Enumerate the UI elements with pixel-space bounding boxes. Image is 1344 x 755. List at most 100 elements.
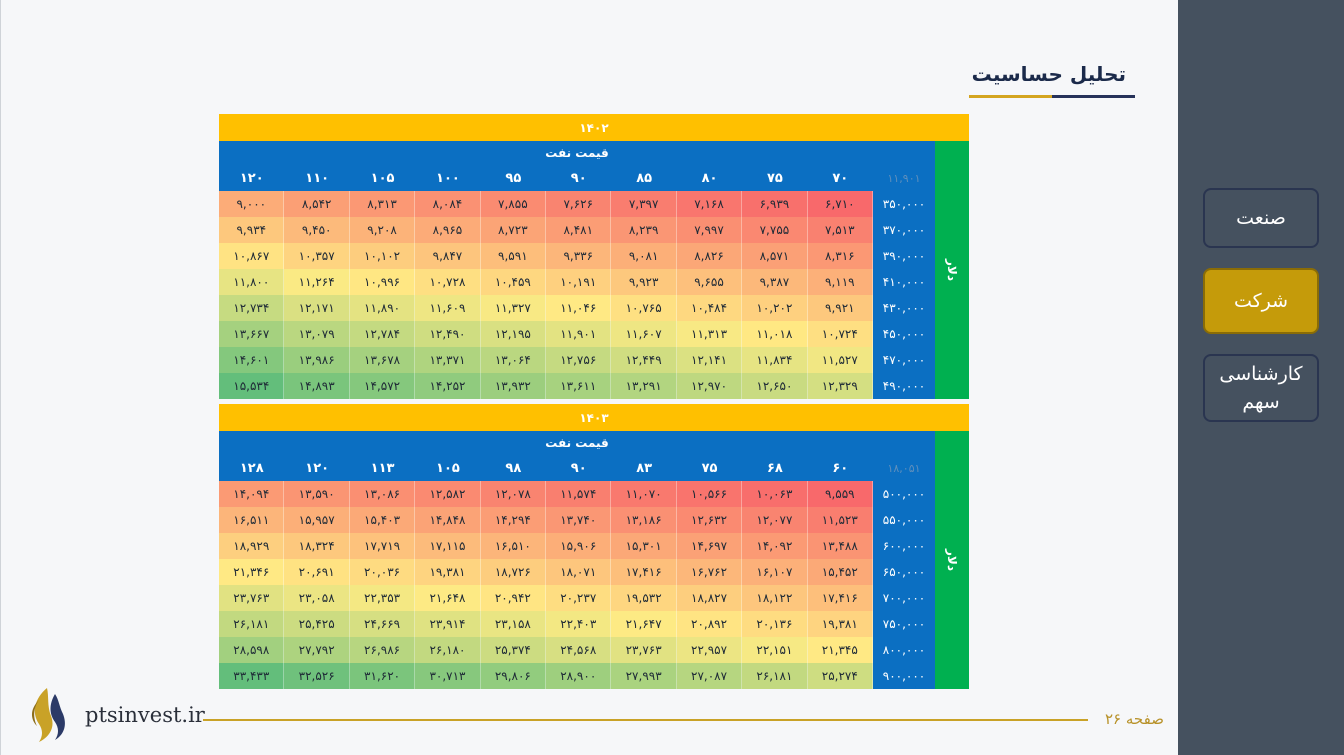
table-row: ۶۵۰,۰۰۰ ۱۵,۴۵۲ ۱۶,۱۰۷ ۱۶,۷۶۲ ۱۷,۴۱۶ ۱۸,۰۷۱ ۱۸,… <box>219 559 935 585</box>
table-cell: ۲۰,۱۳۶ <box>742 611 808 637</box>
table-cell: ۲۰,۶۹۱ <box>284 559 350 585</box>
table-cell: ۹,۸۴۷ <box>415 243 481 269</box>
table-cell: ۱۱,۳۲۷ <box>480 295 547 321</box>
table-cell: ۹,۴۵۰ <box>284 217 350 243</box>
table-cell: ۲۶,۱۸۱ <box>742 663 808 689</box>
row-label: ۴۳۰,۰۰۰ <box>873 295 935 321</box>
table-cell: ۸,۷۲۳ <box>480 217 547 243</box>
table-cell: ۱۴,۶۹۷ <box>676 533 743 559</box>
table-cell: ۱۰,۲۰۲ <box>742 295 808 321</box>
table-cell: ۹,۹۲۱ <box>807 295 873 321</box>
table-cell: ۱۳,۹۸۶ <box>284 347 350 373</box>
column-header: ۷۵ <box>676 455 743 481</box>
table-cell: ۹,۳۸۷ <box>742 269 808 295</box>
table-cell: ۱۱,۸۰۰ <box>219 269 285 295</box>
table-cell: ۱۶,۵۱۰ <box>480 533 547 559</box>
table-cell: ۱۱,۸۳۴ <box>742 347 808 373</box>
table-cell: ۲۲,۳۵۳ <box>349 585 416 611</box>
table-cell: ۱۷,۷۱۹ <box>349 533 416 559</box>
table-cell: ۳۰,۷۱۳ <box>415 663 481 689</box>
year-band: ۱۴۰۳ <box>219 404 969 431</box>
table-cell: ۱۳,۰۷۹ <box>284 321 350 347</box>
table-cell: ۲۵,۴۲۵ <box>284 611 350 637</box>
row-label: ۷۰۰,۰۰۰ <box>873 585 935 611</box>
table-cell: ۲۷,۹۹۳ <box>611 663 677 689</box>
table-cell: ۱۱,۰۷۰ <box>611 481 677 507</box>
table-cell: ۱۴,۲۵۲ <box>415 373 481 399</box>
table-cell: ۲۶,۱۸۱ <box>219 611 285 637</box>
table-cell: ۲۴,۵۶۸ <box>546 637 612 663</box>
sidebar-item-company[interactable]: شرکت <box>1203 268 1319 334</box>
table-cell: ۱۹,۳۸۱ <box>415 559 481 585</box>
table-cell: ۱۳,۶۷۸ <box>349 347 416 373</box>
table-cell: ۳۲,۵۲۶ <box>284 663 350 689</box>
table-cell: ۲۷,۷۹۲ <box>284 637 350 663</box>
table-cell: ۷,۵۱۳ <box>807 217 873 243</box>
column-header: ۱۲۰ <box>284 455 350 481</box>
table-cell: ۲۱,۶۴۷ <box>611 611 677 637</box>
table-cell: ۱۳,۰۸۶ <box>349 481 416 507</box>
table-cell: ۱۲,۷۵۶ <box>546 347 612 373</box>
table-cell: ۲۰,۰۳۶ <box>349 559 416 585</box>
table-cell: ۹,۰۸۱ <box>611 243 677 269</box>
column-header: ۱۰۵ <box>349 165 416 191</box>
table-cell: ۲۲,۱۵۱ <box>742 637 808 663</box>
row-label: ۵۵۰,۰۰۰ <box>873 507 935 533</box>
table-cell: ۹,۵۵۹ <box>807 481 873 507</box>
table-row: ۴۱۰,۰۰۰ ۹,۱۱۹ ۹,۳۸۷ ۹,۶۵۵ ۹,۹۲۳ ۱۰,۱۹۱ ۱۰,۴۵۹ ۱… <box>219 269 935 295</box>
table-row: ۹۰۰,۰۰۰ ۲۵,۲۷۴ ۲۶,۱۸۱ ۲۷,۰۸۷ ۲۷,۹۹۳ ۲۸,۹۰۰ ۲۹,… <box>219 663 935 689</box>
table-cell: ۱۴,۲۹۴ <box>480 507 547 533</box>
table-cell: ۱۳,۳۷۱ <box>415 347 481 373</box>
column-header: ۷۵ <box>742 165 808 191</box>
table-cell: ۱۰,۴۵۹ <box>480 269 547 295</box>
table-cell: ۱۰,۱۹۱ <box>546 269 612 295</box>
table-cell: ۱۵,۵۳۴ <box>219 373 285 399</box>
title-underline <box>969 95 1135 98</box>
slide-content: تحلیل حساسیت ۱۴۰۲ قیمت نفت ۱۱,۹۰۱ ۷۰ ۷۵ ۸۰ ۸… <box>0 0 1164 755</box>
sidebar-item-valuation[interactable]: کارشناسی سهم <box>1203 354 1319 422</box>
row-label: ۶۰۰,۰۰۰ <box>873 533 935 559</box>
table-row: ۳۹۰,۰۰۰ ۸,۳۱۶ ۸,۵۷۱ ۸,۸۲۶ ۹,۰۸۱ ۹,۳۳۶ ۹,۵۹۱ ۹,۸… <box>219 243 935 269</box>
table-cell: ۸,۴۸۱ <box>546 217 612 243</box>
table-cell: ۱۰,۱۰۲ <box>349 243 416 269</box>
table-cell: ۱۱,۸۹۰ <box>349 295 416 321</box>
table-row: ۷۵۰,۰۰۰ ۱۹,۳۸۱ ۲۰,۱۳۶ ۲۰,۸۹۲ ۲۱,۶۴۷ ۲۲,۴۰۳ ۲۳,… <box>219 611 935 637</box>
table-cell: ۲۸,۵۹۸ <box>219 637 285 663</box>
table-cell: ۱۸,۰۷۱ <box>546 559 612 585</box>
table-cell: ۱۸,۹۲۹ <box>219 533 285 559</box>
row-label: ۳۷۰,۰۰۰ <box>873 217 935 243</box>
row-label: ۴۹۰,۰۰۰ <box>873 373 935 399</box>
table-cell: ۱۰,۷۶۵ <box>611 295 677 321</box>
table-row: ۷۰۰,۰۰۰ ۱۷,۴۱۶ ۱۸,۱۲۲ ۱۸,۸۲۷ ۱۹,۵۳۲ ۲۰,۲۳۷ ۲۰,… <box>219 585 935 611</box>
table-cell: ۲۹,۸۰۶ <box>480 663 547 689</box>
table-cell: ۱۱,۵۷۴ <box>546 481 612 507</box>
column-header: ۱۰۵ <box>415 455 481 481</box>
table-cell: ۱۳,۹۳۲ <box>480 373 547 399</box>
table-cell: ۷,۷۵۵ <box>742 217 808 243</box>
table-cell: ۱۹,۳۸۱ <box>807 611 873 637</box>
page-title: تحلیل حساسیت <box>971 62 1126 86</box>
column-header: ۱۰۰ <box>415 165 481 191</box>
table-cell: ۱۵,۹۰۶ <box>546 533 612 559</box>
table-cell: ۱۱,۵۲۳ <box>807 507 873 533</box>
table-cell: ۲۰,۹۴۲ <box>480 585 547 611</box>
row-label: ۳۵۰,۰۰۰ <box>873 191 935 217</box>
row-label: ۳۹۰,۰۰۰ <box>873 243 935 269</box>
table-cell: ۲۰,۲۳۷ <box>546 585 612 611</box>
table-cell: ۱۰,۳۵۷ <box>284 243 350 269</box>
site-link[interactable]: ptsinvest.ir <box>85 703 205 727</box>
sidebar-item-industry[interactable]: صنعت <box>1203 188 1319 248</box>
sensitivity-table-1403: ۱۴۰۳ قیمت نفت ۱۸,۰۵۱ ۶۰ ۶۸ ۷۵ ۸۳ ۹۰ ۹۸ ۱۰۵ ۱۱۳ ۱۲… <box>219 404 969 689</box>
column-header: ۶۸ <box>742 455 808 481</box>
table-row: ۴۳۰,۰۰۰ ۹,۹۲۱ ۱۰,۲۰۲ ۱۰,۴۸۴ ۱۰,۷۶۵ ۱۱,۰۴۶ ۱۱,۳… <box>219 295 935 321</box>
table-cell: ۶,۷۱۰ <box>807 191 873 217</box>
table-cell: ۲۷,۰۸۷ <box>676 663 743 689</box>
table-cell: ۱۵,۴۰۳ <box>349 507 416 533</box>
table-cell: ۸,۹۶۵ <box>415 217 481 243</box>
table-cell: ۲۲,۴۰۳ <box>546 611 612 637</box>
table-cell: ۲۰,۸۹۲ <box>676 611 743 637</box>
column-header: ۱۱۰ <box>284 165 350 191</box>
column-header: ۷۰ <box>807 165 873 191</box>
table-cell: ۲۸,۹۰۰ <box>546 663 612 689</box>
table-cell: ۱۸,۱۲۲ <box>742 585 808 611</box>
